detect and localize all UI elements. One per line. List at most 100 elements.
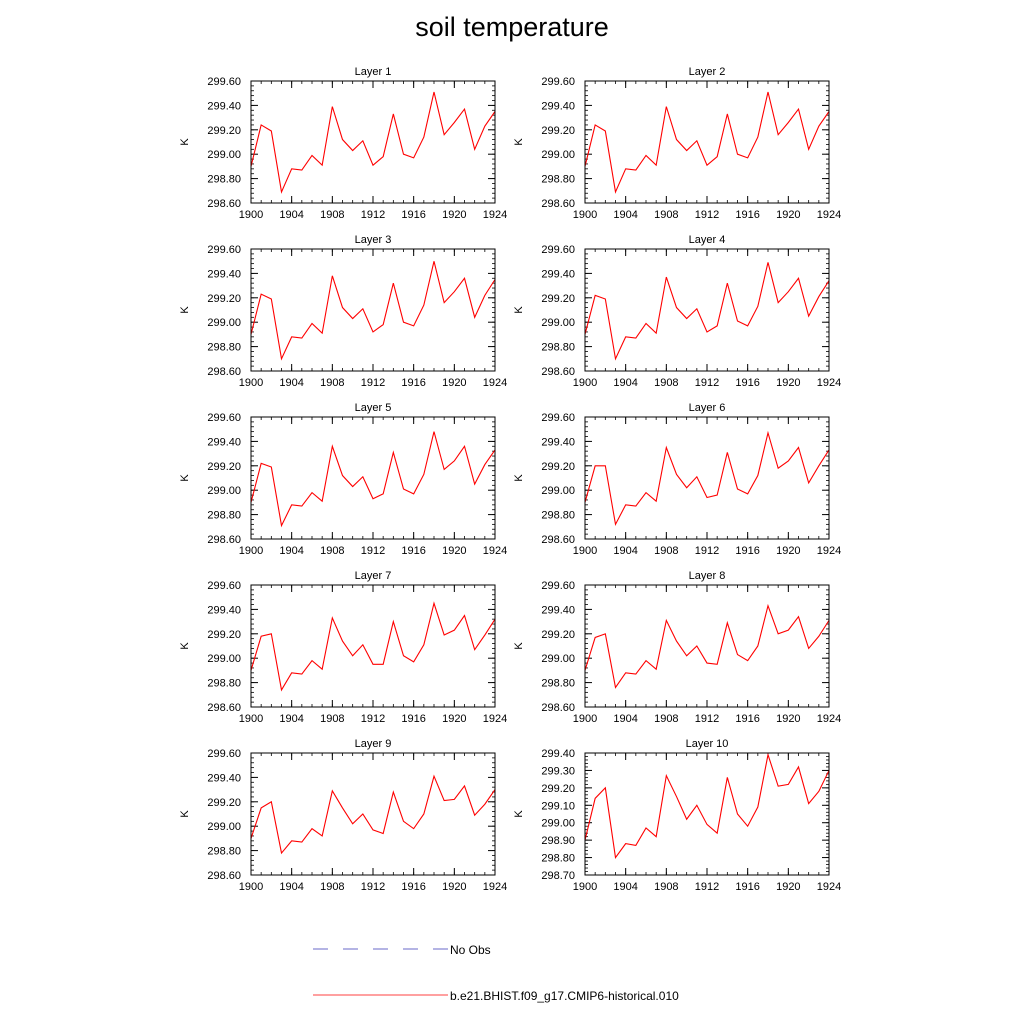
panel-title: Layer 10 [686,738,729,750]
x-tick-label: 1904 [613,209,637,221]
y-axis-label: K [513,810,525,818]
x-tick-label: 1924 [817,881,841,893]
y-tick-label: 299.40 [541,100,575,112]
y-tick-label: 298.60 [207,534,241,546]
legend-obs-label: No Obs [450,943,491,957]
x-tick-label: 1908 [654,377,678,389]
panel-frame [250,416,496,540]
panel-layer-7: Layer 7 K 1900 1904 1908 1912 1916 1920 1924 298.… [179,570,507,725]
panel-layer-8: Layer 8 K 1900 1904 1908 1912 1916 1920 1924 298.… [513,570,841,725]
x-tick-label: 1924 [483,209,507,221]
x-tick-label: 1904 [613,377,637,389]
x-tick-label: 1908 [654,881,678,893]
x-tick-label: 1900 [239,713,263,725]
x-tick-label: 1908 [320,209,344,221]
x-tick-label: 1908 [654,209,678,221]
x-tick-label: 1924 [817,377,841,389]
y-tick-label: 298.80 [541,853,575,865]
series-line [250,774,496,855]
y-tick-label: 298.60 [541,534,575,546]
y-tick-label: 299.40 [541,604,575,616]
x-tick-label: 1900 [573,881,597,893]
x-tick-label: 1912 [361,377,385,389]
panel-title: Layer 2 [689,66,726,78]
panel-frame [250,584,496,708]
y-axis-label: K [513,138,525,146]
y-tick-label: 299.00 [207,653,241,665]
legend: No Obs b.e21.BHIST.f09_g17.CMIP6-historic… [313,943,679,1003]
x-tick-label: 1900 [239,209,263,221]
panel-frame [584,752,830,876]
y-tick-label: 299.00 [541,653,575,665]
x-tick-label: 1916 [401,881,425,893]
y-axis-label: K [179,306,191,314]
panel-title: Layer 9 [355,738,392,750]
x-tick-label: 1920 [442,377,466,389]
panel-title: Layer 5 [355,402,392,414]
x-tick-label: 1912 [361,209,385,221]
series-line [584,752,830,859]
y-tick-label: 299.00 [207,485,241,497]
series-line [584,430,830,527]
y-tick-label: 299.40 [541,748,575,760]
series-line [250,261,496,361]
y-tick-label: 299.00 [541,485,575,497]
y-tick-label: 298.60 [207,870,241,882]
x-tick-label: 1920 [776,881,800,893]
x-tick-label: 1924 [817,713,841,725]
y-tick-label: 299.40 [541,436,575,448]
y-tick-label: 299.40 [541,268,575,280]
y-tick-label: 299.20 [207,293,241,305]
y-tick-label: 298.80 [207,174,241,186]
y-tick-label: 299.40 [207,772,241,784]
x-tick-label: 1904 [279,545,303,557]
x-tick-label: 1920 [776,545,800,557]
y-tick-label: 298.60 [207,702,241,714]
y-tick-label: 298.80 [207,846,241,858]
y-tick-label: 299.60 [207,748,241,760]
y-axis-label: K [179,474,191,482]
y-tick-label: 298.80 [207,678,241,690]
y-tick-label: 299.60 [541,76,575,88]
y-tick-label: 298.80 [541,510,575,522]
x-tick-label: 1920 [442,209,466,221]
x-tick-label: 1912 [695,713,719,725]
x-tick-label: 1924 [483,881,507,893]
panel-layer-2: Layer 2 K 1900 1904 1908 1912 1916 1920 1924 298.… [513,66,841,221]
chart-title: soil temperature [415,12,609,42]
y-tick-label: 299.10 [541,800,575,812]
y-tick-label: 299.20 [541,629,575,641]
x-tick-label: 1916 [735,377,759,389]
x-tick-label: 1920 [442,881,466,893]
y-tick-label: 298.60 [207,198,241,210]
y-tick-label: 298.60 [541,198,575,210]
y-tick-label: 298.60 [541,702,575,714]
x-tick-label: 1912 [361,713,385,725]
panel-frame [250,752,496,876]
y-tick-label: 299.20 [541,125,575,137]
panel-title: Layer 1 [355,66,392,78]
panel-title: Layer 7 [355,570,392,582]
x-tick-label: 1924 [817,209,841,221]
x-tick-label: 1900 [573,713,597,725]
x-tick-label: 1900 [573,209,597,221]
x-tick-label: 1920 [776,713,800,725]
series-line [584,91,830,194]
panel-frame [250,80,496,204]
y-axis-label: K [179,810,191,818]
x-tick-label: 1900 [239,881,263,893]
x-tick-label: 1908 [654,545,678,557]
x-tick-label: 1904 [613,713,637,725]
y-tick-label: 299.40 [207,604,241,616]
x-tick-label: 1908 [320,881,344,893]
y-tick-label: 298.90 [541,835,575,847]
y-tick-label: 299.60 [207,580,241,592]
x-tick-label: 1912 [695,545,719,557]
x-tick-label: 1916 [735,545,759,557]
x-tick-label: 1916 [401,377,425,389]
x-tick-label: 1916 [735,209,759,221]
panel-title: Layer 6 [689,402,726,414]
y-tick-label: 299.00 [541,317,575,329]
series-line [584,262,830,361]
panel-layer-3: Layer 3 K 1900 1904 1908 1912 1916 1920 1924 298.… [179,234,507,389]
